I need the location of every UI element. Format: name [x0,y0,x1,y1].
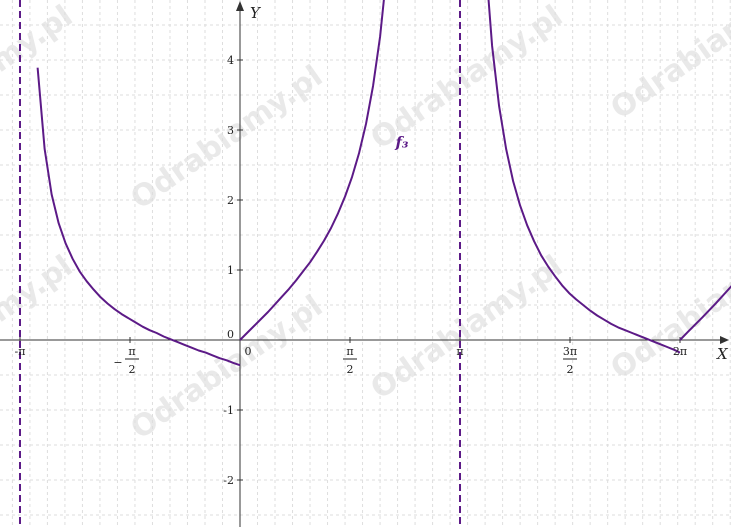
watermark-layer: Odrabiamy.pl Odrabiamy.pl Odrabiamy.pl Odra… [0,0,731,447]
x-tick-numerator: 3π [563,345,577,358]
y-tick-label: 2 [227,194,234,207]
watermark-text: Odrabiamy.pl [0,0,79,157]
series-line [487,0,681,354]
x-tick-denominator: 2 [128,363,135,376]
x-axis-arrow [720,336,729,344]
y-tick-label: 1 [227,264,234,277]
series-line [679,285,731,341]
y-tick-label: 0 [227,328,234,341]
x-tick-denominator: 2 [567,363,574,376]
y-tick-label: -2 [223,474,234,487]
x-tick-label: π [456,345,463,358]
y-axis-arrow [236,1,244,11]
x-axis-label: X [716,345,729,363]
x-tick-label: 3π2 [563,345,577,376]
watermark-text: Odrabiamy.pl [0,249,79,407]
x-tick-label: −π 2 [113,345,139,376]
watermark-text: Odrabiamy.pl [125,59,330,217]
series-line [239,0,385,341]
series-line [36,67,241,367]
y-tick-label: 3 [227,124,234,137]
x-tick-numerator: π [346,345,353,358]
y-axis-label: Y [250,4,262,22]
watermark-text: Odrabiamy.pl [605,0,731,127]
watermark-text: Odrabiamy.pl [365,249,570,407]
x-tick-label: π2 [343,345,358,376]
x-tick-minus: − [113,356,122,369]
x-tick-label: 0 [245,345,252,358]
x-tick-numerator: π [128,345,135,358]
y-tick-label: 4 [227,54,234,67]
watermark-text: Odrabiamy.pl [125,289,330,447]
series-layer: f₃ [36,0,731,367]
series-label: f₃ [394,134,408,152]
x-tick-label: -π [15,345,26,358]
x-tick-denominator: 2 [347,363,354,376]
x-tick-label: 2π [673,345,687,358]
y-tick-label: -1 [223,404,234,417]
